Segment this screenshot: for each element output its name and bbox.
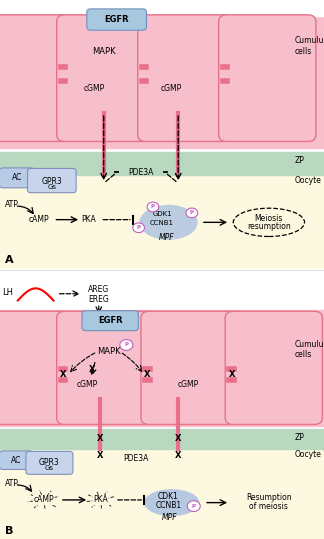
- Text: LH: LH: [3, 288, 14, 297]
- Ellipse shape: [139, 205, 198, 240]
- Text: X: X: [175, 451, 181, 460]
- Bar: [0, 448, 324, 539]
- Text: EGFR: EGFR: [104, 15, 129, 24]
- Text: PDE3A: PDE3A: [123, 454, 149, 462]
- Text: cGMP: cGMP: [83, 85, 105, 93]
- FancyBboxPatch shape: [0, 312, 70, 425]
- FancyBboxPatch shape: [0, 15, 70, 141]
- Text: Cumulus: Cumulus: [295, 36, 324, 45]
- FancyBboxPatch shape: [57, 312, 154, 425]
- FancyBboxPatch shape: [225, 312, 322, 425]
- Text: CDK1: CDK1: [158, 492, 179, 501]
- Text: CCNB1: CCNB1: [156, 501, 181, 510]
- Text: ATP: ATP: [5, 479, 19, 488]
- FancyBboxPatch shape: [26, 452, 73, 474]
- Text: cells: cells: [295, 47, 312, 56]
- Text: cAMP: cAMP: [33, 495, 54, 505]
- Text: P: P: [151, 204, 155, 210]
- Text: AC: AC: [11, 455, 21, 465]
- Text: B: B: [5, 526, 13, 536]
- FancyBboxPatch shape: [0, 451, 33, 469]
- Text: Resumption: Resumption: [246, 493, 292, 502]
- Text: Meiosis: Meiosis: [255, 214, 283, 223]
- Text: A: A: [5, 255, 14, 265]
- Text: MAPK: MAPK: [97, 347, 120, 356]
- Circle shape: [147, 202, 159, 212]
- Bar: [0, 175, 324, 270]
- Text: PKA: PKA: [93, 495, 108, 505]
- Text: PDE3A: PDE3A: [128, 168, 154, 177]
- Text: GDK1: GDK1: [152, 211, 172, 217]
- Text: cells: cells: [295, 350, 312, 359]
- Text: X: X: [60, 370, 66, 379]
- Text: X: X: [175, 434, 181, 443]
- Text: X: X: [97, 434, 104, 443]
- Text: cGMP: cGMP: [161, 85, 182, 93]
- Text: CCNB1: CCNB1: [150, 220, 174, 226]
- Text: X: X: [228, 370, 235, 379]
- Circle shape: [133, 223, 145, 232]
- FancyBboxPatch shape: [219, 15, 316, 141]
- Bar: [0, 0, 324, 16]
- Bar: [0, 270, 324, 310]
- Text: Cumulus: Cumulus: [295, 341, 324, 349]
- FancyBboxPatch shape: [138, 15, 232, 141]
- Text: MAPK: MAPK: [92, 47, 115, 56]
- Text: P: P: [124, 342, 128, 348]
- Text: cGMP: cGMP: [177, 379, 199, 389]
- FancyBboxPatch shape: [141, 312, 238, 425]
- FancyBboxPatch shape: [82, 310, 138, 330]
- Text: EREG: EREG: [88, 295, 109, 303]
- Text: ATP: ATP: [5, 201, 19, 209]
- Text: GPR3: GPR3: [39, 458, 60, 467]
- Text: PKA: PKA: [82, 215, 97, 224]
- Text: P: P: [190, 210, 194, 216]
- Text: X: X: [144, 370, 151, 379]
- Text: Oocyte: Oocyte: [295, 450, 322, 459]
- Text: cAMP: cAMP: [29, 215, 49, 224]
- Bar: [0, 310, 324, 426]
- Ellipse shape: [144, 489, 199, 516]
- Text: MPF: MPF: [159, 233, 175, 241]
- FancyBboxPatch shape: [57, 15, 151, 141]
- Text: Gs: Gs: [45, 465, 54, 472]
- Text: cGMP: cGMP: [77, 379, 98, 389]
- FancyBboxPatch shape: [0, 168, 35, 188]
- Text: GPR3: GPR3: [41, 177, 62, 186]
- Text: of meiosis: of meiosis: [249, 502, 288, 511]
- Text: ZP: ZP: [295, 156, 305, 165]
- Text: AC: AC: [12, 174, 22, 182]
- Text: X: X: [97, 451, 104, 460]
- Text: P: P: [192, 503, 196, 509]
- Text: EGFR: EGFR: [98, 316, 122, 325]
- Text: resumption: resumption: [247, 222, 291, 231]
- Circle shape: [120, 340, 133, 350]
- Bar: [0, 0, 324, 148]
- Text: Gs: Gs: [47, 184, 56, 190]
- FancyBboxPatch shape: [87, 9, 146, 30]
- Text: X: X: [89, 365, 96, 374]
- Circle shape: [186, 208, 198, 218]
- Bar: [0, 152, 324, 175]
- FancyBboxPatch shape: [28, 168, 76, 192]
- Text: P: P: [137, 225, 141, 230]
- Bar: [0, 429, 324, 448]
- Text: MPF: MPF: [162, 514, 178, 522]
- Text: AREG: AREG: [88, 285, 110, 294]
- Circle shape: [187, 501, 200, 512]
- Text: ZP: ZP: [295, 433, 305, 443]
- Text: Oocyte: Oocyte: [295, 176, 322, 185]
